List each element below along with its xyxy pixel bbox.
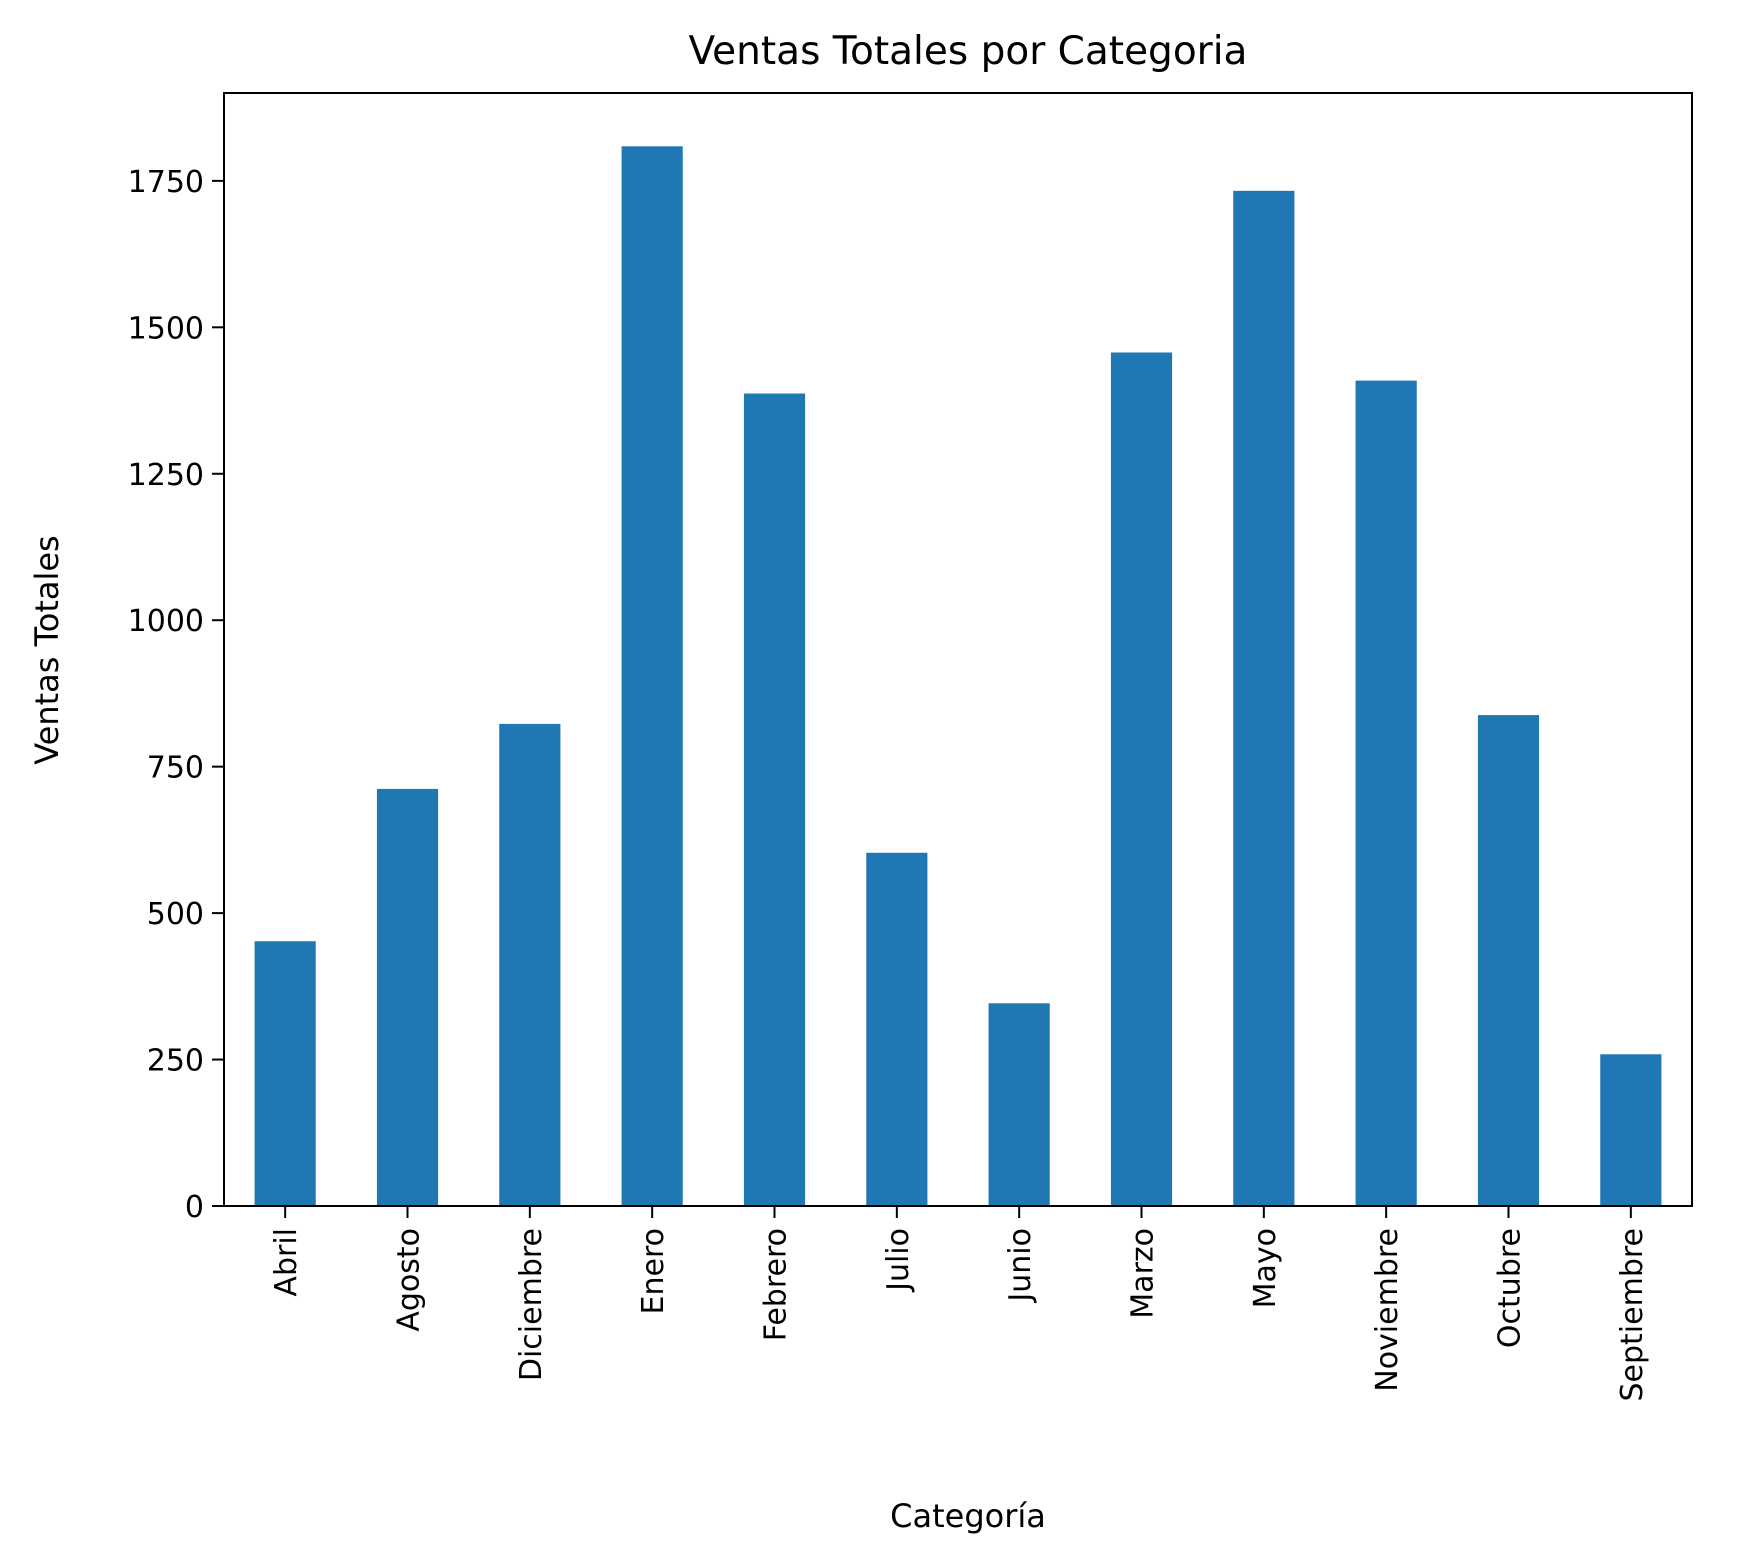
bar-febrero bbox=[743, 393, 806, 1206]
x-axis: Abril Agosto Diciembre Enero Febrero Julio Jun… bbox=[269, 1206, 1650, 1402]
x-tick-label: Junio bbox=[1003, 1228, 1038, 1304]
x-tick-label: Septiembre bbox=[1615, 1228, 1650, 1402]
x-tick-label: Abril bbox=[269, 1228, 304, 1297]
bar-mayo bbox=[1233, 190, 1295, 1206]
plot-frame bbox=[223, 92, 1693, 1207]
x-tick-label: Noviembre bbox=[1370, 1228, 1405, 1392]
bar-junio bbox=[988, 1003, 1050, 1206]
x-tick-label: Julio bbox=[881, 1228, 916, 1293]
x-tick-label: Mayo bbox=[1248, 1228, 1283, 1308]
bar-diciembre bbox=[499, 723, 561, 1206]
x-tick-label: Agosto bbox=[392, 1228, 427, 1332]
bar-noviembre bbox=[1355, 380, 1417, 1206]
y-tick-label: 500 bbox=[147, 897, 204, 932]
x-tick-label: Febrero bbox=[759, 1228, 794, 1341]
bar-octubre bbox=[1477, 715, 1540, 1206]
y-tick-label: 1000 bbox=[128, 604, 204, 639]
x-tick-label: Enero bbox=[636, 1228, 671, 1314]
bar-septiembre bbox=[1600, 1054, 1662, 1206]
bar-agosto bbox=[376, 788, 439, 1206]
y-tick-label: 250 bbox=[147, 1044, 204, 1079]
y-tick-label: 1250 bbox=[128, 458, 204, 493]
bar-marzo bbox=[1110, 352, 1173, 1206]
bars-group bbox=[254, 146, 1662, 1206]
y-axis-label: Ventas Totales bbox=[28, 535, 66, 764]
y-tick-label: 1500 bbox=[128, 311, 204, 346]
x-tick-label: Octubre bbox=[1493, 1228, 1528, 1348]
y-tick-label: 750 bbox=[147, 751, 204, 786]
bar-julio bbox=[866, 852, 928, 1206]
bar-enero bbox=[621, 146, 683, 1206]
x-tick-label: Diciembre bbox=[514, 1228, 549, 1381]
y-axis: 0 250 500 750 1000 1250 1500 1750 bbox=[128, 165, 224, 1225]
x-axis-label: Categoría bbox=[890, 1497, 1046, 1535]
chart-title: Ventas Totales por Categoria bbox=[689, 29, 1248, 74]
x-tick-label: Marzo bbox=[1126, 1228, 1161, 1319]
bar-abril bbox=[254, 941, 316, 1206]
y-tick-label: 0 bbox=[185, 1190, 204, 1225]
y-tick-label: 1750 bbox=[128, 165, 204, 200]
